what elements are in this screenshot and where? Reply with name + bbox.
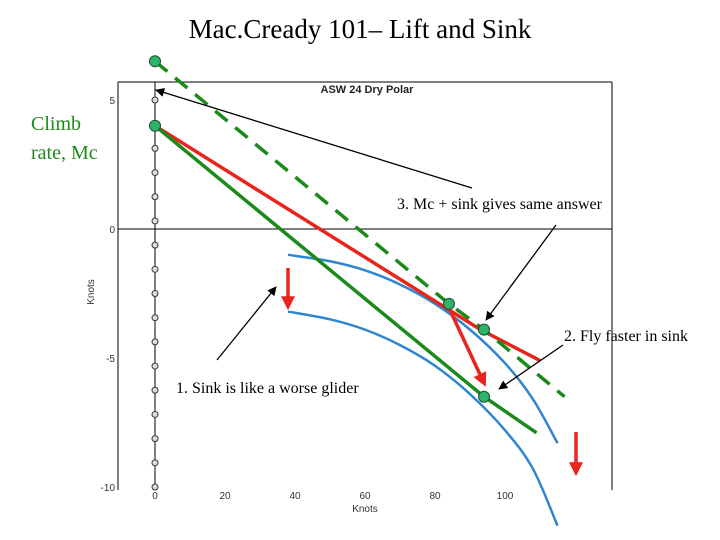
key-point-marker [149,55,161,68]
axis-tick-mark [151,314,159,322]
axis-tick-mark [151,144,159,152]
axis-tick-mark [151,241,159,249]
key-point-marker [149,119,161,132]
annotation-fly-faster: 2. Fly faster in sink [564,328,688,345]
x-axis-label: Knots [352,504,378,515]
x-tick-label: 20 [219,491,231,502]
y-tick-label: -5 [106,354,115,365]
red-shift-arrow [447,307,487,387]
axis-tick-mark [151,338,159,346]
axis-tick-mark [151,290,159,297]
axis-tick-mark [151,386,159,394]
axis-tick-mark [151,362,159,370]
axis-tick-mark [151,435,159,443]
y-axis-label: Knots [86,279,97,305]
x-tick-label: 40 [289,491,301,502]
slide-title: Mac.Cready 101– Lift and Sink [189,14,532,44]
annotation-mc-plus-sink: 3. Mc + sink gives same answer [397,196,603,213]
axis-tick-mark [151,265,159,273]
key-point-marker [443,297,455,310]
y-tick-label: 0 [109,225,115,236]
pointer-arrow-fly-faster [498,344,564,390]
green-dashed-tangent-line [153,59,566,399]
x-tick-label: 100 [497,491,514,502]
key-point-marker [478,390,490,403]
axis-tick-mark [151,459,159,467]
axis-tick-mark [151,217,159,225]
pointer-arrow-worse-glider [216,286,277,361]
axis-tick-mark [151,96,159,104]
axis-tick-mark [151,193,159,201]
climb-rate-label-line2: rate, Mc [31,142,98,164]
key-point-marker [478,323,490,336]
annotation-worse-glider: 1. Sink is like a worse glider [176,380,359,397]
x-tick-label: 0 [152,491,158,502]
pointer-arrow-to-sink-point [485,224,557,321]
axis-tick-mark [151,483,159,491]
pointer-arrow-to-mc [155,88,473,189]
y-tick-label: -10 [101,483,116,494]
y-tick-label: 5 [109,96,115,107]
climb-rate-label: Climb [31,113,81,135]
x-tick-label: 60 [359,491,371,502]
sink-polar-curve [287,310,559,527]
still-air-polar-curve [287,253,559,444]
axis-tick-mark [151,169,159,177]
x-tick-label: 80 [429,491,441,502]
axis-tick-mark [151,410,159,418]
chart-title: ASW 24 Dry Polar [321,84,415,96]
